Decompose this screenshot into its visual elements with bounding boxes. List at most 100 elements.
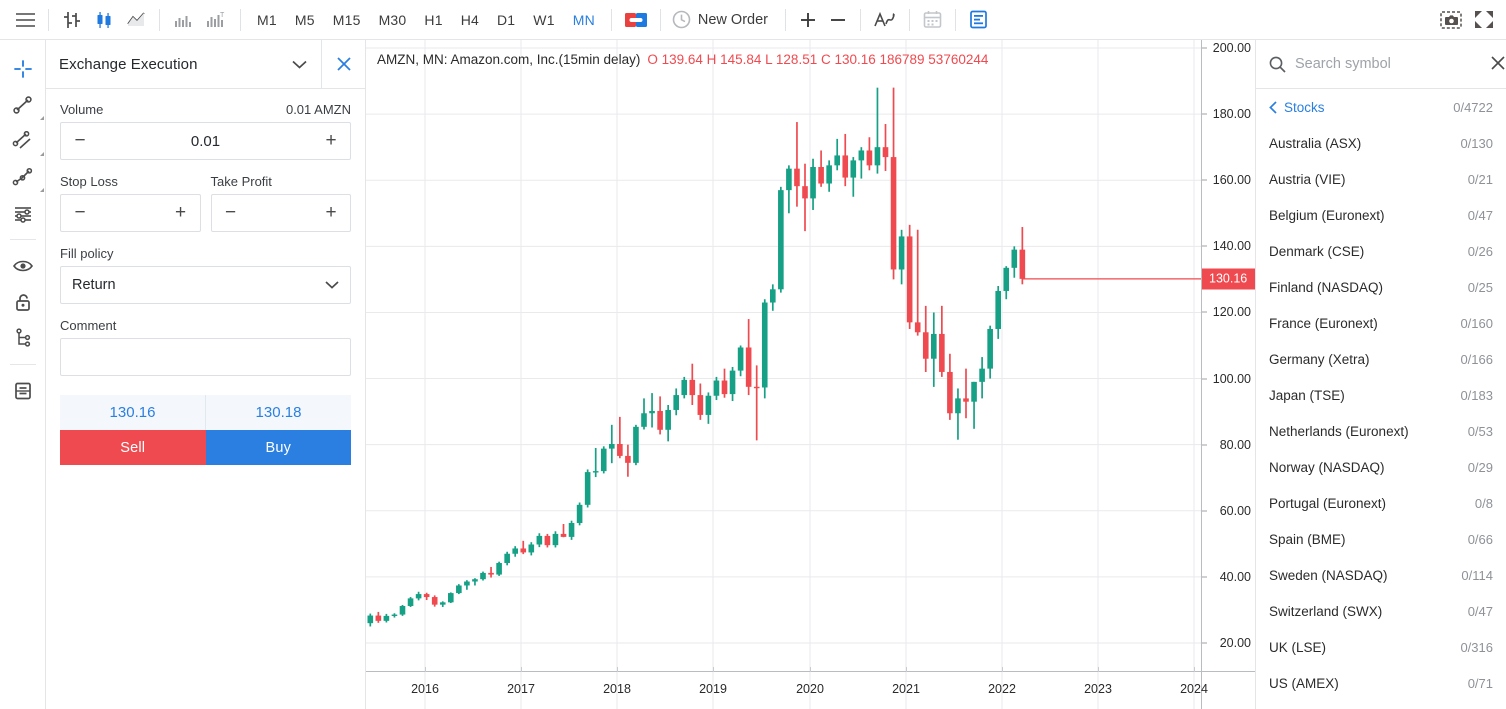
symbol-list-item[interactable]: Sweden (NASDAQ) 0/114 (1256, 557, 1506, 593)
timeframe-m30[interactable]: M30 (378, 11, 407, 28)
take-profit-stepper[interactable]: − + (210, 194, 351, 232)
ask-price[interactable]: 130.18 (205, 395, 351, 430)
symbol-list-item[interactable]: Japan (TSE) 0/183 (1256, 377, 1506, 413)
symbol-list-item[interactable]: US (AMEX) 0/71 (1256, 665, 1506, 701)
screenshot-camera-icon[interactable] (1434, 5, 1468, 35)
time-axis[interactable]: 2016 2017 2018 2019 2020 2021 2022 2023 2024 (366, 667, 1255, 709)
line-chart-icon[interactable] (120, 5, 152, 35)
symbol-list-item[interactable]: Belgium (Euronext) 0/47 (1256, 197, 1506, 233)
time-tick-mark (521, 667, 522, 672)
one-click-trading-icon[interactable] (619, 5, 653, 35)
divider (659, 8, 661, 31)
take-profit-increment-button[interactable]: + (325, 202, 337, 223)
volume-icon[interactable] (167, 5, 199, 35)
indicators-icon[interactable] (868, 5, 902, 35)
timeframe-w1[interactable]: W1 (533, 11, 555, 28)
timeframe-h1[interactable]: H1 (424, 11, 443, 28)
symbol-name: Stocks (1269, 100, 1453, 115)
symbol-count: 0/47 (1467, 207, 1493, 223)
stop-loss-stepper[interactable]: − + (60, 194, 201, 232)
time-tick-mark (425, 667, 426, 672)
channel-icon[interactable] (6, 124, 44, 158)
symbol-list-item[interactable]: Germany (Xetra) 0/166 (1256, 341, 1506, 377)
symbol-list-item[interactable]: Austria (VIE) 0/21 (1256, 161, 1506, 197)
symbol-list-item[interactable]: France (Euronext) 0/160 (1256, 305, 1506, 341)
bar-chart-icon[interactable] (56, 5, 88, 35)
timeframe-m1[interactable]: M1 (257, 11, 277, 28)
take-profit-decrement-button[interactable]: − (224, 202, 237, 223)
close-icon[interactable] (321, 40, 365, 88)
symbol-list-item[interactable]: Norway (NASDAQ) 0/29 (1256, 449, 1506, 485)
stop-loss-increment-button[interactable]: + (174, 202, 187, 223)
price-tick-mark (1202, 510, 1207, 512)
sync-objects-icon[interactable] (6, 321, 40, 355)
price-tick-label: 40.00 (1219, 569, 1251, 584)
timeframe-h4[interactable]: H4 (460, 11, 479, 28)
hamburger-menu-icon[interactable] (10, 5, 41, 35)
buy-button[interactable]: Buy (205, 430, 351, 465)
timeframe-d1[interactable]: D1 (497, 11, 516, 28)
polyline-icon[interactable] (6, 160, 44, 194)
candlestick-chart-icon[interactable] (88, 5, 120, 35)
price-axis[interactable]: 200.00 180.00 160.00 140.00 120.00 100.00 80.0… (1201, 40, 1255, 709)
symbol-list-item[interactable]: Australia (ASX) 0/130 (1256, 125, 1506, 161)
symbol-list-item[interactable]: Stocks 0/4722 (1256, 89, 1506, 125)
time-tick-label: 2016 (411, 682, 439, 696)
volume-ticks-icon[interactable]: T (199, 5, 233, 35)
time-tick-label: 2019 (699, 682, 727, 696)
time-tick-label: 2020 (796, 682, 824, 696)
price-tick-label: 200.00 (1212, 41, 1251, 55)
stop-loss-decrement-button[interactable]: − (74, 202, 86, 223)
symbol-list-item[interactable]: Netherlands (Euronext) 0/53 (1256, 413, 1506, 449)
search-input[interactable] (1295, 56, 1482, 72)
close-icon[interactable] (1491, 55, 1505, 73)
print-icon[interactable] (6, 374, 40, 408)
chevron-expand-icon (39, 188, 44, 192)
calendar-icon[interactable] (917, 5, 948, 35)
price-tick-label: 180.00 (1212, 107, 1251, 122)
lock-icon[interactable] (6, 285, 40, 319)
divider (9, 364, 36, 365)
chevron-left-icon[interactable] (1269, 100, 1277, 114)
volume-stepper[interactable]: − 0.01 + (60, 122, 351, 160)
chart-area[interactable]: AMZN, MN: Amazon.com, Inc.(15min delay) O… (366, 40, 1255, 709)
price-tick-label: 100.00 (1212, 371, 1251, 386)
symbol-name: Denmark (CSE) (1269, 243, 1365, 259)
volume-unit-label: 0.01 AMZN (285, 102, 351, 117)
levels-icon[interactable] (6, 196, 40, 230)
objects-list-icon[interactable] (963, 5, 994, 35)
trendline-icon[interactable] (6, 88, 44, 122)
current-price-badge[interactable]: 130.16 (1202, 268, 1255, 290)
eye-visibility-icon[interactable] (6, 249, 40, 283)
symbol-list-item[interactable]: UK (LSE) 0/316 (1256, 629, 1506, 665)
fullscreen-icon[interactable] (1468, 5, 1500, 35)
symbols-list[interactable]: Stocks 0/4722 Australia (ASX) 0/130 Austria … (1256, 89, 1506, 709)
chevron-down-icon[interactable] (277, 40, 321, 88)
symbol-list-item[interactable]: Spain (BME) 0/66 (1256, 521, 1506, 557)
crosshair-icon[interactable] (6, 52, 40, 86)
symbol-list-item[interactable]: Portugal (Euronext) 0/8 (1256, 485, 1506, 521)
timeframe-m15[interactable]: M15 (332, 11, 361, 28)
volume-decrement-button[interactable]: − (74, 130, 86, 151)
sell-button[interactable]: Sell (60, 430, 206, 465)
fill-policy-select[interactable]: Return (60, 266, 351, 304)
comment-label: Comment (60, 318, 117, 333)
candlestick-plot[interactable] (366, 40, 1255, 709)
fill-policy-label: Fill policy (60, 246, 114, 261)
volume-label-row: Volume 0.01 AMZN (60, 102, 351, 117)
bid-price[interactable]: 130.16 (109, 404, 156, 421)
comment-input[interactable] (60, 338, 351, 376)
price-tick-label: 120.00 (1212, 305, 1251, 320)
symbol-list-item[interactable]: Finland (NASDAQ) 0/25 (1256, 269, 1506, 305)
time-tick-mark (810, 667, 811, 672)
divider (955, 8, 956, 31)
symbol-list-item[interactable]: Switzerland (SWX) 0/47 (1256, 593, 1506, 629)
timeframe-mn[interactable]: MN (572, 11, 595, 28)
new-order-button[interactable]: New Order (668, 5, 778, 35)
volume-increment-button[interactable]: + (325, 130, 337, 151)
timeframe-m5[interactable]: M5 (294, 11, 315, 28)
zoom-in-button[interactable] (793, 5, 823, 35)
zoom-out-button[interactable] (823, 5, 853, 35)
symbol-list-item[interactable]: Denmark (CSE) 0/26 (1256, 233, 1506, 269)
volume-value[interactable]: 0.01 (190, 132, 221, 150)
